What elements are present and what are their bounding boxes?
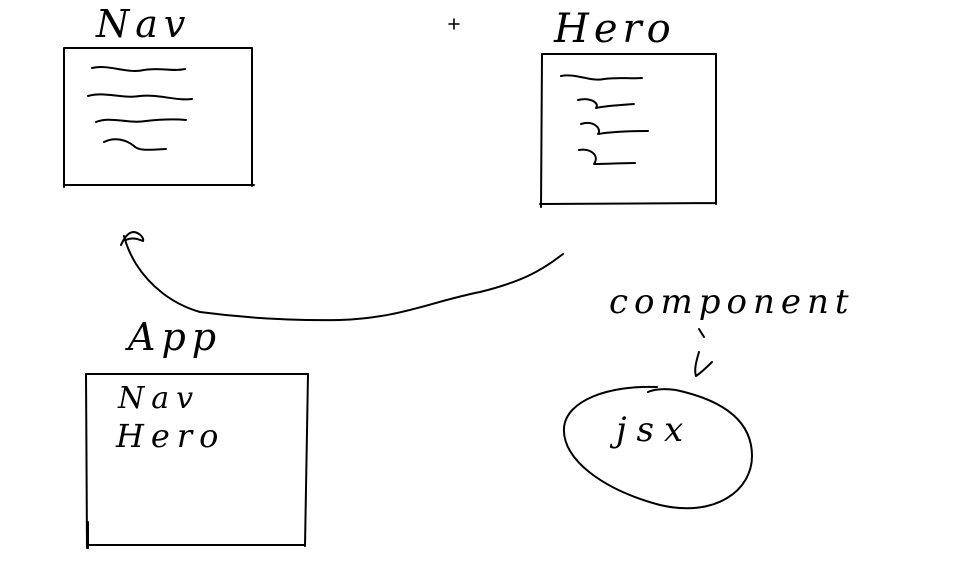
nav-box <box>63 47 255 188</box>
component-pointer-arrow <box>694 328 713 377</box>
cursor-crosshair-icon <box>448 18 460 30</box>
nav-box-scribble-lines <box>87 66 193 151</box>
app-box <box>85 373 309 549</box>
jsx-bubble <box>562 385 753 510</box>
hero-box-title: Hero <box>554 6 676 52</box>
hero-box-scribble-lines <box>560 74 649 165</box>
hero-box <box>539 53 717 208</box>
app-box-content-hero: Hero <box>116 417 226 455</box>
jsx-label: jsx <box>616 410 694 450</box>
component-label: component <box>609 282 855 322</box>
app-box-title: App <box>128 315 223 359</box>
nav-box-title: Nav <box>96 2 192 46</box>
hero-to-nav-arrow <box>120 231 564 322</box>
app-box-content-nav: Nav <box>118 381 201 416</box>
